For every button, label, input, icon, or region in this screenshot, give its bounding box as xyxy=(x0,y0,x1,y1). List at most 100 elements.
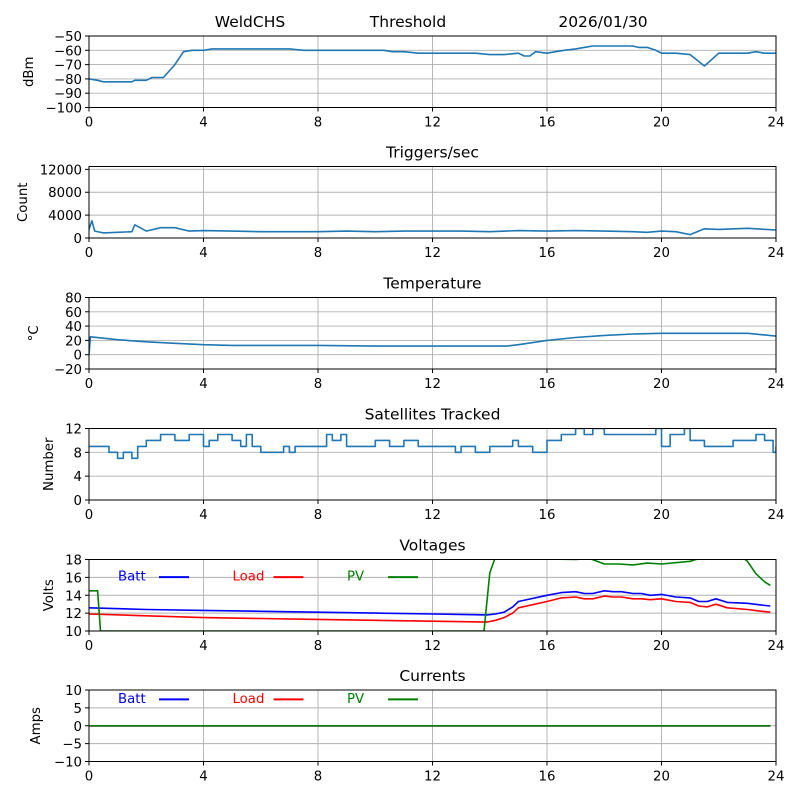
y-tick-label: −70 xyxy=(54,59,82,74)
y-tick-label: 40 xyxy=(65,320,82,335)
panel-title: Temperature xyxy=(382,275,481,293)
series-line-count xyxy=(89,220,776,236)
panel-voltages: Batt Load PV 0 4 8 12 16 20 24 10 12 14 16 18 Volts Volt… xyxy=(42,537,784,655)
y-axis-label: Number xyxy=(42,437,57,491)
y-tick-label: −50 xyxy=(54,30,82,45)
x-tick-label: 24 xyxy=(768,639,785,654)
x-tick-label: 8 xyxy=(314,377,322,392)
x-tick-label: 20 xyxy=(653,377,670,392)
x-tick-label: 20 xyxy=(653,770,670,785)
y-tick-label: 0 xyxy=(74,494,82,509)
x-tick-label: 4 xyxy=(199,246,207,261)
y-tick-label: 8 xyxy=(74,446,82,461)
x-tick-label: 24 xyxy=(768,770,785,785)
y-tick-label: 0 xyxy=(74,720,82,735)
y-tick-label: 14 xyxy=(65,589,82,604)
header-station: WeldCHS xyxy=(215,13,285,31)
x-tick-label: 0 xyxy=(85,639,93,654)
legend-label-batt: Batt xyxy=(118,692,146,707)
y-axis-label: Volts xyxy=(42,579,57,611)
x-tick-label: 0 xyxy=(85,116,93,131)
panel-currents: Batt Load PV 0 4 8 12 16 20 24 −10 −5 0 5 10 Amps Curren… xyxy=(29,667,784,785)
series-line-pv xyxy=(89,559,771,631)
legend-label-load: Load xyxy=(233,692,265,707)
y-tick-label: 20 xyxy=(65,334,82,349)
x-tick-label: 16 xyxy=(539,508,556,523)
y-tick-label: −5 xyxy=(62,738,82,753)
x-tick-label: 4 xyxy=(199,770,207,785)
panel-title: Currents xyxy=(399,667,465,685)
y-tick-label: −20 xyxy=(54,363,82,378)
y-tick-label: 16 xyxy=(65,571,82,586)
panel-title: Triggers/sec xyxy=(385,144,479,162)
x-tick-label: 0 xyxy=(85,377,93,392)
y-tick-label: 10 xyxy=(65,625,82,640)
y-tick-label: 0 xyxy=(74,232,82,247)
panel-satellites: 0 4 8 12 16 20 24 0 4 8 12 Number Satellites Tracked xyxy=(42,406,784,524)
x-tick-label: 12 xyxy=(424,639,441,654)
header-date: 2026/01/30 xyxy=(558,13,647,31)
legend-label-pv: PV xyxy=(347,570,364,585)
x-tick-label: 0 xyxy=(85,246,93,261)
panel-title: Satellites Tracked xyxy=(365,406,501,424)
y-tick-label: 4000 xyxy=(48,209,82,224)
y-tick-label: −60 xyxy=(54,44,82,59)
y-tick-label: −100 xyxy=(45,102,82,117)
series-line-temp xyxy=(89,332,776,355)
y-tick-label: 18 xyxy=(65,554,82,569)
x-tick-label: 4 xyxy=(199,639,207,654)
x-tick-label: 20 xyxy=(653,639,670,654)
y-axis-label: °C xyxy=(27,325,42,341)
y-tick-label: 0 xyxy=(74,349,82,364)
x-tick-label: 12 xyxy=(424,377,441,392)
x-tick-label: 8 xyxy=(314,116,322,131)
legend-label-pv: PV xyxy=(347,692,364,707)
y-tick-label: 60 xyxy=(65,306,82,321)
x-tick-label: 12 xyxy=(424,246,441,261)
y-tick-label: 12 xyxy=(65,607,82,622)
y-tick-label: 12 xyxy=(65,423,82,438)
y-axis-label: Amps xyxy=(29,707,44,744)
series-line-sats xyxy=(89,428,776,460)
x-tick-label: 16 xyxy=(539,770,556,785)
y-tick-label: 10 xyxy=(65,684,82,699)
y-axis-label: dBm xyxy=(22,56,37,87)
x-tick-label: 16 xyxy=(539,639,556,654)
x-tick-label: 8 xyxy=(314,508,322,523)
y-axis-label: Count xyxy=(16,183,31,223)
x-tick-label: 20 xyxy=(653,246,670,261)
x-tick-label: 16 xyxy=(539,116,556,131)
header-mode: Threshold xyxy=(369,13,446,31)
x-tick-label: 24 xyxy=(768,246,785,261)
x-tick-label: 24 xyxy=(768,508,785,523)
legend-label-load: Load xyxy=(233,570,265,585)
x-tick-label: 12 xyxy=(424,116,441,131)
y-tick-label: 5 xyxy=(74,702,82,717)
series-line-batt xyxy=(89,589,771,616)
x-tick-label: 8 xyxy=(314,639,322,654)
series-line-load xyxy=(89,595,771,623)
x-tick-label: 4 xyxy=(199,508,207,523)
x-tick-label: 16 xyxy=(539,246,556,261)
legend-label-batt: Batt xyxy=(118,570,146,585)
y-tick-label: −90 xyxy=(54,87,82,102)
x-tick-label: 24 xyxy=(768,377,785,392)
x-tick-label: 12 xyxy=(424,508,441,523)
y-tick-label: 8000 xyxy=(48,186,82,201)
x-tick-label: 16 xyxy=(539,377,556,392)
y-tick-label: 80 xyxy=(65,292,82,307)
y-tick-label: −80 xyxy=(54,73,82,88)
panel-title: Voltages xyxy=(399,537,465,555)
x-tick-label: 24 xyxy=(768,116,785,131)
y-tick-label: 12000 xyxy=(40,163,82,178)
x-tick-label: 0 xyxy=(85,770,93,785)
x-tick-label: 20 xyxy=(653,508,670,523)
x-tick-label: 12 xyxy=(424,770,441,785)
x-tick-label: 20 xyxy=(653,116,670,131)
panel-signal: 0 4 8 12 16 20 24 −100−90−80−70−60−50 dBm xyxy=(22,30,784,131)
x-tick-label: 4 xyxy=(199,116,207,131)
x-tick-label: 4 xyxy=(199,377,207,392)
x-tick-label: 0 xyxy=(85,508,93,523)
series-line-dbm xyxy=(89,45,776,83)
x-tick-label: 8 xyxy=(314,770,322,785)
